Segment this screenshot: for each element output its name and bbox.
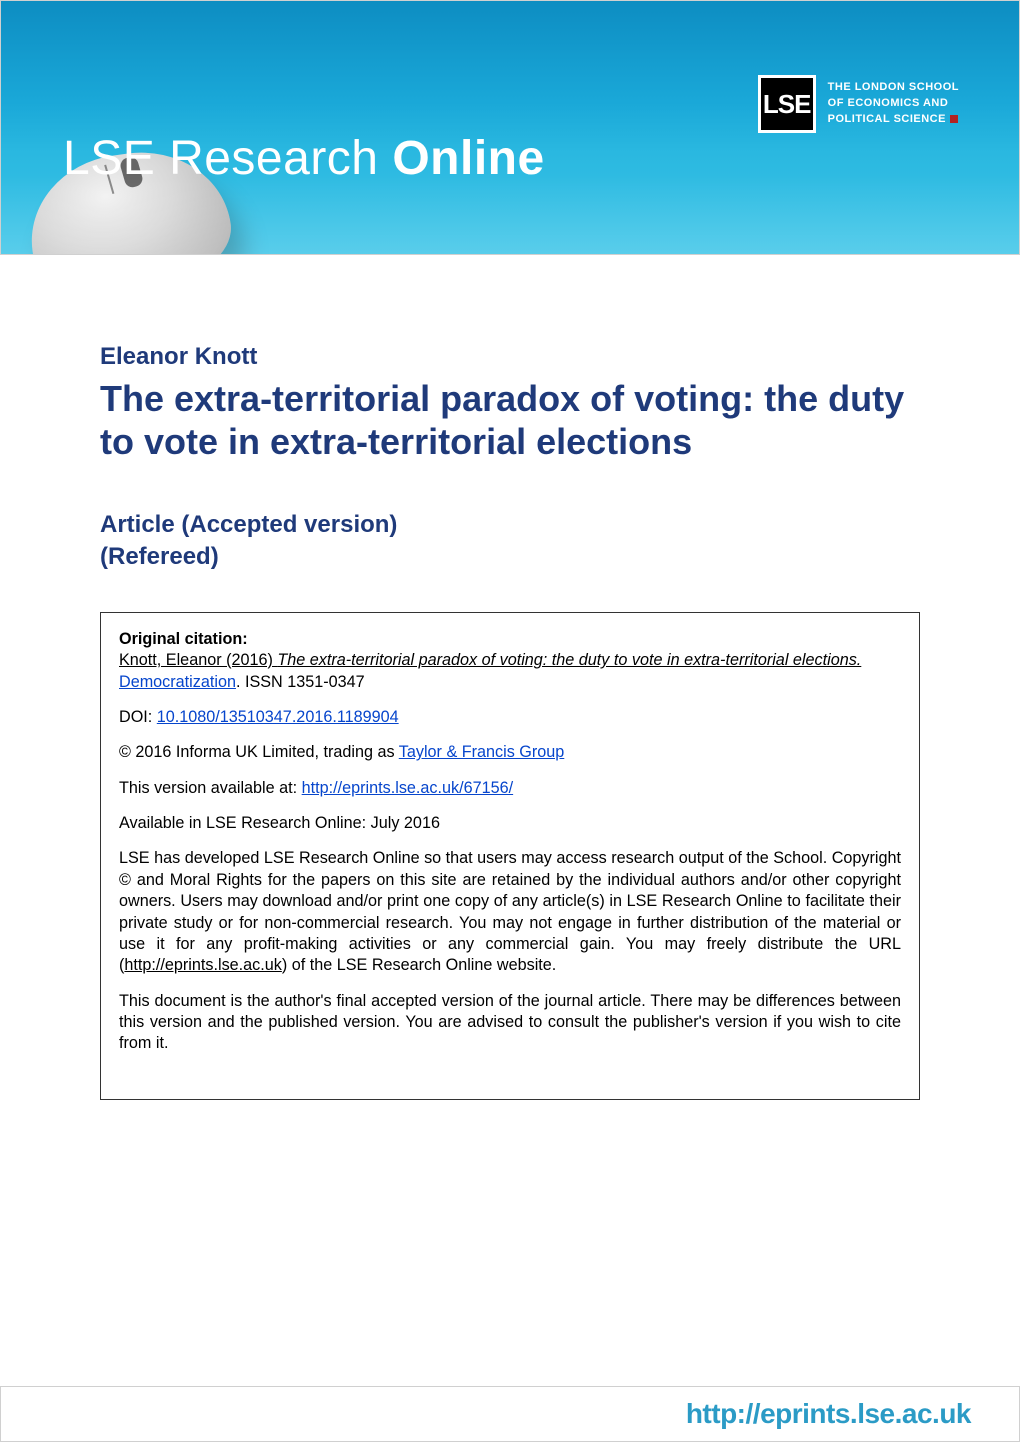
version-line: This version available at: http://eprint…: [119, 778, 901, 799]
red-square-icon: [950, 115, 958, 123]
org-name-line3: POLITICAL SCIENCE: [828, 113, 946, 125]
rights-blurb: LSE has developed LSE Research Online so…: [119, 848, 901, 976]
author-name: Eleanor Knott: [100, 343, 920, 371]
paper-title: The extra-territorial paradox of voting:…: [100, 377, 920, 463]
page-content: Eleanor Knott The extra-territorial para…: [0, 255, 1020, 1100]
citation-issn: . ISSN 1351-0347: [236, 673, 365, 691]
lse-logo: LSE THE LONDON SCHOOL OF ECONOMICS AND P…: [758, 75, 959, 133]
copyright-prefix: © 2016 Informa UK Limited, trading as: [119, 743, 399, 761]
blurb-part2: ) of the LSE Research Online website.: [282, 956, 556, 974]
copyright-line: © 2016 Informa UK Limited, trading as Ta…: [119, 742, 901, 763]
citation-title-ital: The extra-territorial paradox of voting:…: [277, 651, 861, 669]
footer-url: http://eprints.lse.ac.uk: [686, 1398, 971, 1430]
citation-author-year: Knott, Eleanor (2016): [119, 651, 277, 669]
org-name-line1: THE LONDON SCHOOL: [828, 80, 959, 96]
site-title-prefix: LSE Research: [63, 132, 392, 185]
banner-gradient-shadow: [1, 174, 1019, 254]
article-type-line1: Article (Accepted version): [100, 509, 920, 540]
citation-label: Original citation:: [119, 630, 248, 648]
site-title-bold: Online: [392, 132, 544, 185]
blurb-url-link[interactable]: http://eprints.lse.ac.uk: [124, 956, 281, 974]
journal-link[interactable]: Democratization: [119, 673, 236, 691]
site-title: LSE Research Online: [63, 131, 545, 186]
article-type: Article (Accepted version) (Refereed): [100, 509, 920, 571]
doi-link[interactable]: 10.1080/13510347.2016.1189904: [157, 708, 399, 726]
lse-logo-text: THE LONDON SCHOOL OF ECONOMICS AND POLIT…: [828, 80, 959, 128]
version-link[interactable]: http://eprints.lse.ac.uk/67156/: [302, 779, 513, 797]
version-prefix: This version available at:: [119, 779, 302, 797]
original-citation: Original citation: Knott, Eleanor (2016)…: [119, 629, 901, 693]
available-in: Available in LSE Research Online: July 2…: [119, 813, 901, 834]
version-disclaimer: This document is the author's final acce…: [119, 991, 901, 1055]
doi-line: DOI: 10.1080/13510347.2016.1189904: [119, 707, 901, 728]
doi-label: DOI:: [119, 708, 157, 726]
header-banner: LSE Research Online LSE THE LONDON SCHOO…: [0, 0, 1020, 255]
publisher-link[interactable]: Taylor & Francis Group: [399, 743, 565, 761]
org-name-line2: OF ECONOMICS AND: [828, 97, 949, 109]
footer-bar: http://eprints.lse.ac.uk: [0, 1386, 1020, 1442]
lse-logo-square: LSE: [758, 75, 816, 133]
citation-box: Original citation: Knott, Eleanor (2016)…: [100, 612, 920, 1100]
article-type-line2: (Refereed): [100, 541, 920, 572]
